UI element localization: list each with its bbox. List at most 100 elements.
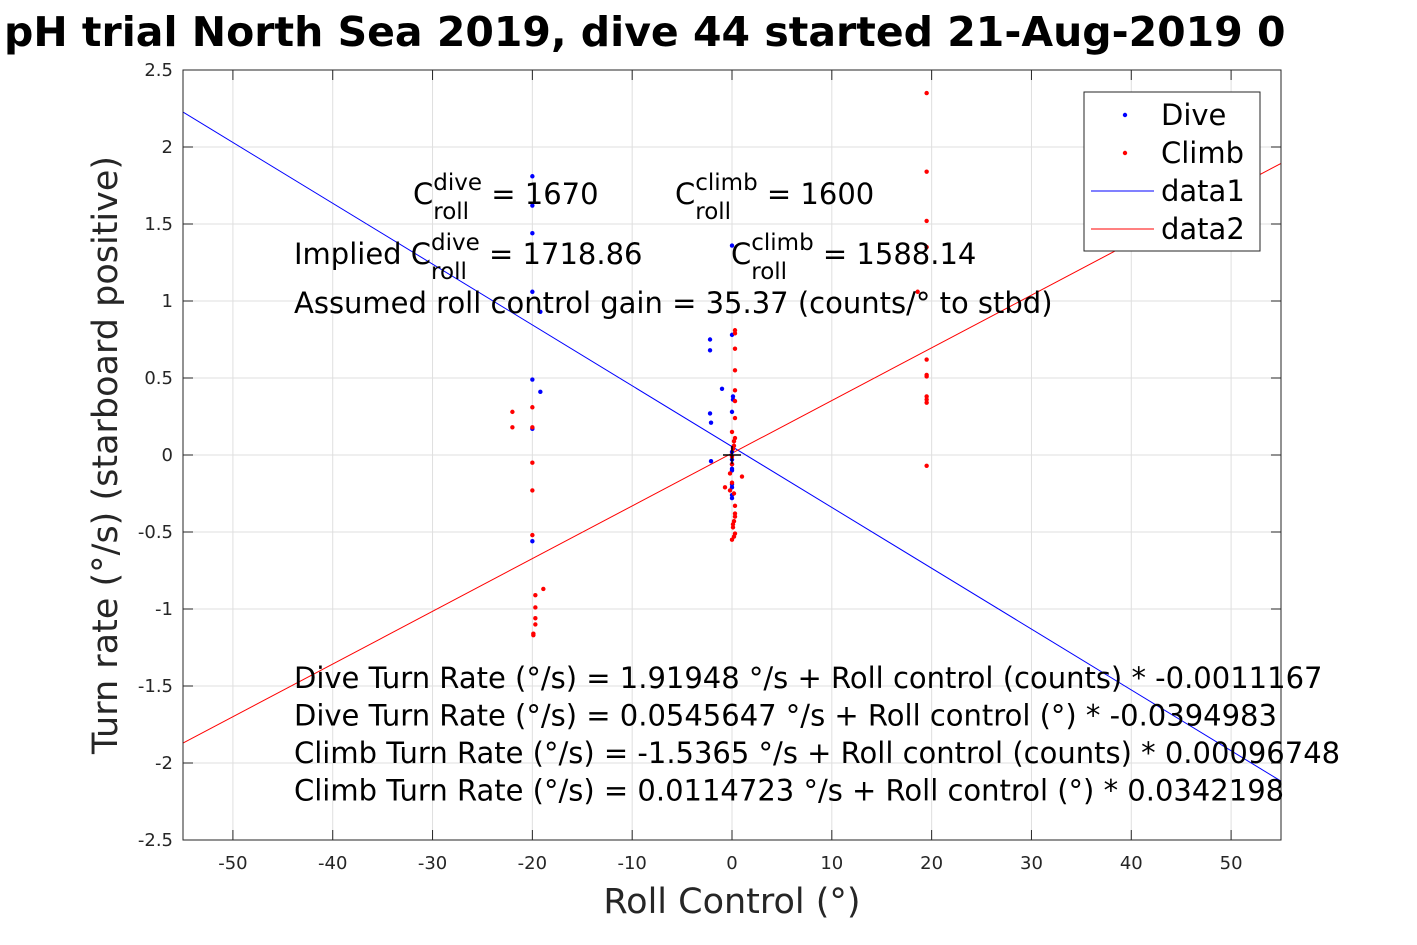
climb-point [924, 357, 929, 362]
legend-marker-dive [1122, 112, 1128, 118]
dive-point [729, 409, 735, 415]
y-tick-label: 0.5 [144, 368, 173, 389]
climb-point [727, 471, 733, 476]
plot-content [183, 90, 1281, 782]
center-marker [723, 446, 741, 464]
x-tick-label: -20 [518, 853, 547, 874]
climb-point [729, 537, 735, 542]
dive-point [707, 411, 713, 416]
climb-point [531, 632, 536, 638]
dive-point [708, 420, 714, 425]
c-dive-label-value: = 1670 [482, 177, 599, 211]
dive-point [707, 348, 713, 353]
chart-title: pH trial North Sea 2019, dive 44 started… [4, 8, 1286, 56]
climb-point [732, 328, 738, 333]
climb-point [722, 485, 728, 490]
implied-c-climb-label-sub: roll [751, 259, 787, 285]
climb-point [924, 400, 929, 405]
climb-point [732, 368, 738, 373]
implied-c-climb-label: Cclimb roll = 1588.14 [731, 230, 976, 285]
dive-point [530, 174, 535, 179]
climb-point [530, 488, 535, 493]
y-tick-label: 2.5 [144, 60, 173, 81]
legend-label: data1 [1161, 174, 1245, 208]
legend-box [1083, 91, 1261, 252]
climb-point [731, 438, 737, 444]
legend-label: Dive [1161, 98, 1226, 132]
x-tick-label: -30 [418, 853, 447, 874]
y-tick-label: -2 [155, 753, 173, 774]
climb-point [924, 374, 929, 379]
c-dive-label-base: C [413, 177, 433, 211]
y-tick-label: -1 [155, 599, 173, 620]
c-climb-label-sup: climb [695, 170, 757, 196]
climb-point [730, 522, 736, 527]
c-dive-label-sup: dive [433, 170, 482, 196]
c-dive-label: Cdive roll = 1670 [413, 170, 599, 225]
climb-point [729, 480, 735, 485]
dive-point [538, 309, 543, 314]
dive-point [530, 377, 535, 382]
annotations: Cdive roll = 1670 Cclimb roll = 1600 Implied… [294, 170, 1340, 808]
climb-point [530, 532, 535, 538]
climb-point [732, 415, 738, 421]
climb-point [533, 605, 538, 610]
dive-point [719, 386, 725, 391]
implied-c-climb-label-sup: climb [751, 230, 813, 256]
fit-equation: Climb Turn Rate (°/s) = -1.5365 °/s + Ro… [294, 736, 1340, 770]
climb-point [924, 169, 929, 174]
x-tick-label: 0 [726, 853, 737, 874]
implied-c-dive-label-sub: roll [431, 259, 467, 285]
c-climb-label-value: = 1600 [758, 177, 875, 211]
climb-point [530, 425, 535, 430]
climb-point [732, 346, 738, 351]
climb-point [924, 90, 929, 96]
legend-label: data2 [1161, 212, 1245, 246]
dive-point [530, 231, 535, 236]
dive-point [729, 243, 735, 248]
climb-point [924, 244, 929, 250]
legend: Dive Climb data1 data2 [1083, 91, 1261, 252]
y-tick-label: -0.5 [138, 522, 173, 543]
climb-point [510, 425, 515, 430]
climb-point [924, 397, 929, 402]
y-tick-label: 2 [162, 137, 173, 158]
c-climb-label-sub: roll [695, 199, 731, 225]
climb-point [729, 429, 735, 435]
climb-point [730, 525, 736, 530]
climb-point [731, 491, 737, 496]
implied-c-dive-label-prefix: Implied [294, 237, 411, 271]
y-tick-label: -1.5 [138, 676, 173, 697]
climb-point [924, 394, 929, 399]
x-tick-label: -50 [218, 853, 247, 874]
dive-point [538, 389, 543, 395]
y-tick-label: 1.5 [144, 214, 173, 235]
fit-equation: Dive Turn Rate (°/s) = 0.0545647 °/s + R… [294, 699, 1277, 733]
climb-point [732, 511, 738, 516]
climb-point [541, 586, 546, 592]
x-tick-label: 50 [1220, 853, 1243, 874]
climb-point [533, 622, 538, 627]
c-climb-label-base: C [675, 177, 695, 211]
roll-gain-label: Assumed roll control gain = 35.37 (count… [294, 286, 1053, 320]
fit-equation: Climb Turn Rate (°/s) = 0.0114723 °/s + … [294, 774, 1284, 808]
x-tick-label: 20 [920, 853, 943, 874]
climb-point [732, 331, 738, 336]
dive-point [530, 289, 535, 294]
y-tick-label: 0 [162, 445, 173, 466]
climb-point [732, 503, 738, 509]
climb-point [530, 460, 535, 465]
y-tick-label: -2.5 [138, 830, 173, 851]
c-climb-label: Cclimb roll = 1600 [675, 170, 874, 225]
climb-point [727, 488, 733, 493]
climb-point [924, 463, 929, 468]
legend-marker-climb [1122, 150, 1128, 156]
implied-c-climb-label-base: C [731, 237, 751, 271]
climb-point [732, 398, 738, 404]
climb-point [510, 409, 515, 415]
dive-point [729, 495, 735, 501]
dive-point [707, 337, 713, 342]
y-axis-label: Turn rate (°/s) (starboard positive) [86, 156, 126, 755]
climb-point [533, 592, 538, 598]
